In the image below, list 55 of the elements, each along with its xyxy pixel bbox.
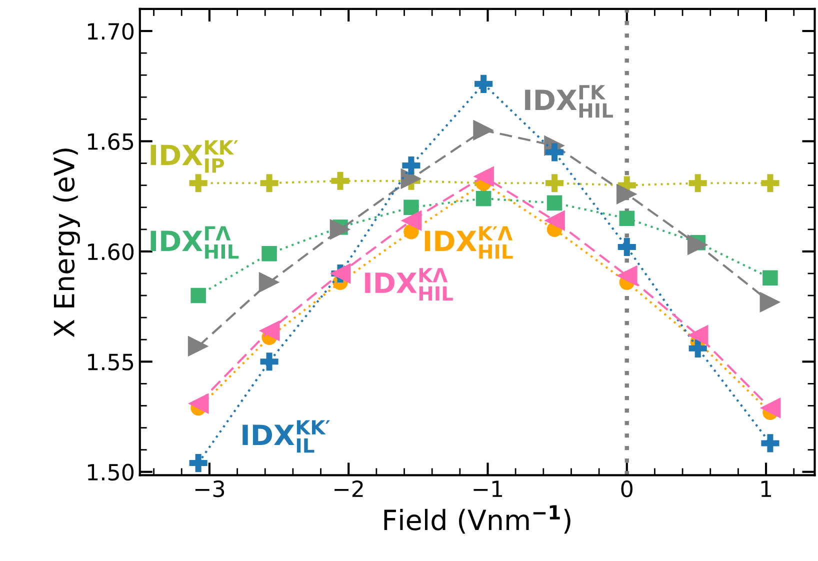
series-label: IDX$^{ΓK}$$_{HIL}$ (525, 85, 613, 118)
point (688, 174, 707, 192)
point (546, 195, 562, 211)
point (402, 156, 420, 175)
point (400, 210, 422, 231)
point (474, 74, 493, 93)
series-label: IDX$^{KK′}$$_{IL}$ (242, 420, 330, 453)
point (687, 234, 708, 256)
point (331, 172, 350, 190)
point (258, 320, 280, 342)
point (616, 184, 638, 205)
point (618, 238, 636, 256)
point (761, 434, 780, 452)
point (188, 393, 209, 414)
point (687, 324, 708, 346)
x-tick-label: 0 (621, 480, 632, 498)
x-tick-label: −2 (334, 480, 363, 497)
x-axis-title: Field (Vnm$^{−1}$) (384, 505, 570, 534)
y-tick-label: 1.50 (88, 464, 134, 481)
point (476, 190, 492, 206)
point (544, 210, 565, 231)
point (400, 168, 422, 190)
point (546, 143, 564, 162)
point (260, 352, 278, 371)
point (262, 246, 277, 262)
series-label: IDX$^{ΓΛ}$$_{HIL}$ (150, 226, 239, 259)
point (188, 336, 209, 357)
point (190, 288, 206, 304)
point (189, 174, 208, 192)
point (619, 210, 635, 226)
point (260, 174, 278, 192)
point (616, 265, 638, 286)
point (546, 174, 564, 192)
point (761, 174, 780, 192)
point (473, 120, 494, 141)
point (330, 218, 351, 240)
y-tick-label: 1.65 (88, 133, 134, 150)
point (189, 454, 208, 472)
point (404, 200, 419, 215)
point (473, 166, 494, 187)
point (762, 270, 778, 286)
y-axis-title: X Energy (eV) (53, 148, 80, 338)
y-tick-label: 1.60 (88, 243, 134, 260)
y-tick-label: 1.70 (88, 22, 134, 40)
x-tick-label: −3 (195, 480, 224, 498)
point (760, 398, 781, 418)
x-tick-label: 1 (761, 480, 772, 497)
series-label: IDX$^{K′Λ}$$_{HIL}$ (424, 226, 513, 259)
x-tick-label: −1 (474, 480, 502, 497)
y-tick-label: 1.55 (88, 354, 134, 370)
point (258, 272, 280, 293)
point (688, 339, 707, 358)
point (760, 292, 781, 313)
series-label: IDX$^{KK′}$$_{IP}$ (150, 140, 238, 173)
series-label: IDX$^{KΛ}$$_{HIL}$ (365, 268, 453, 301)
